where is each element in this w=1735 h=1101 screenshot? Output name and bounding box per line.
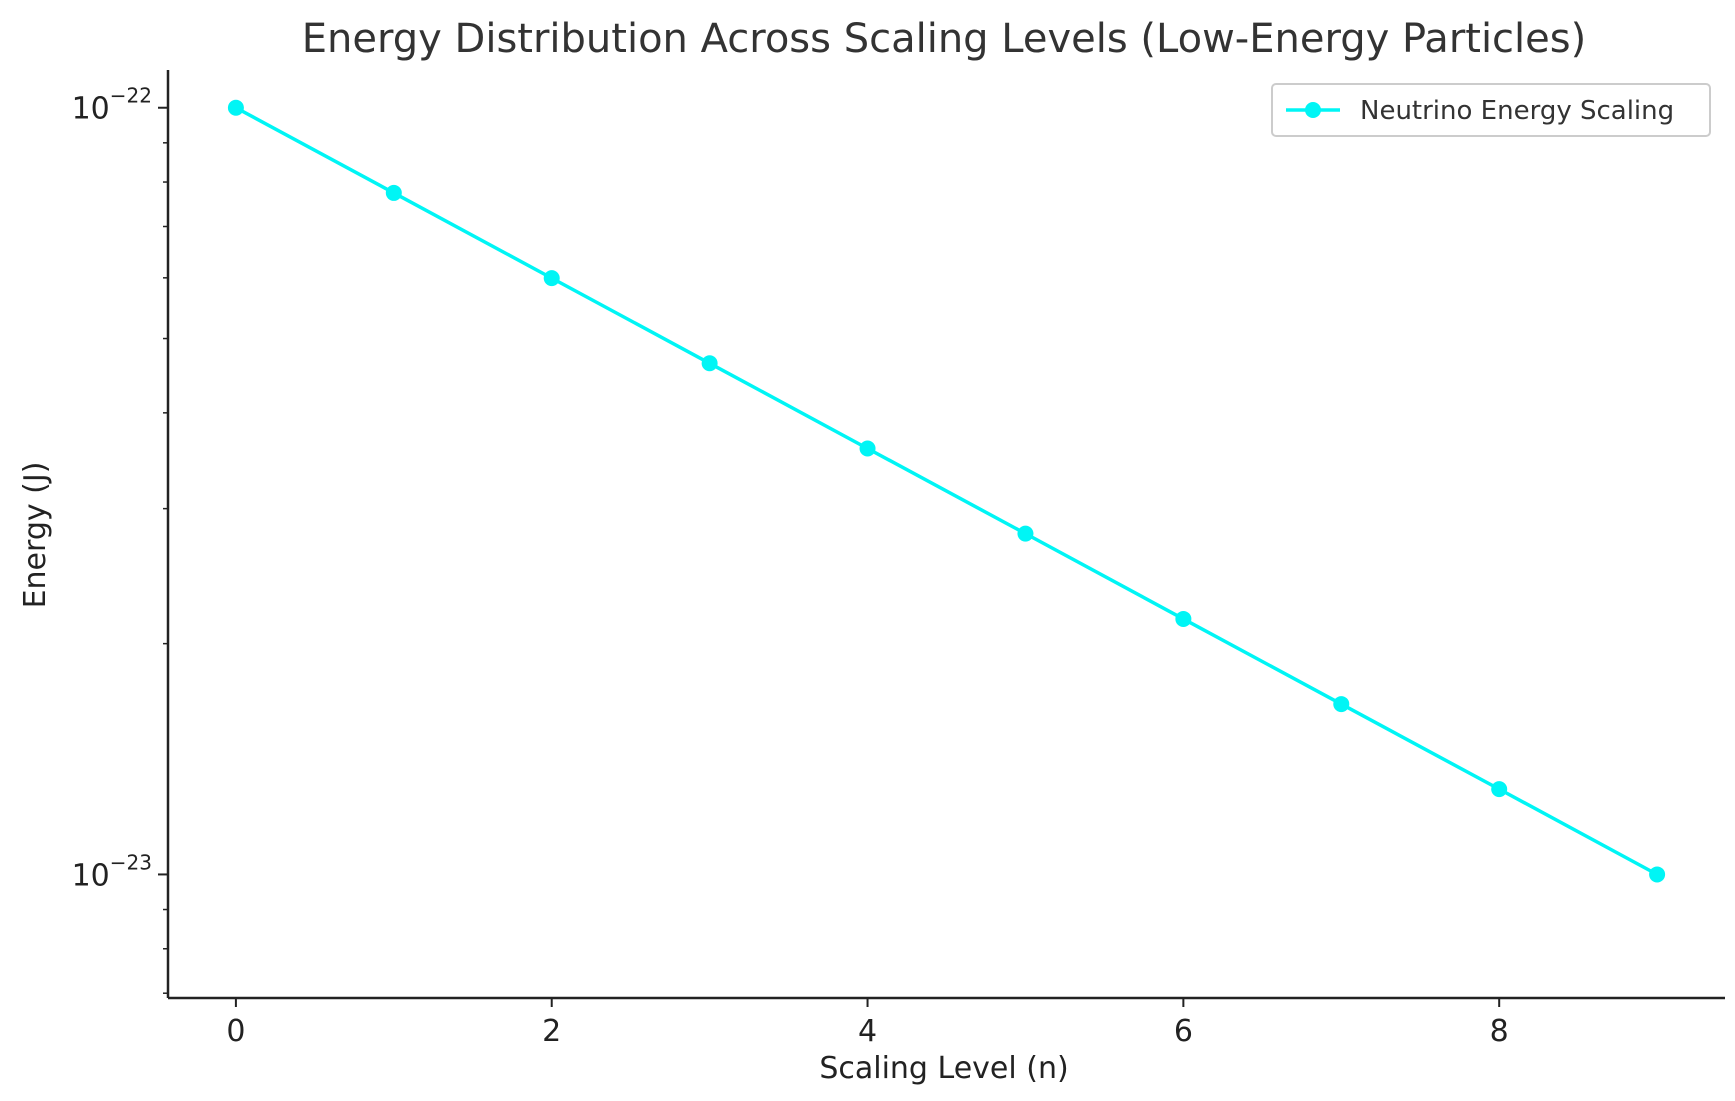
x-tick-label: 6	[1174, 1014, 1193, 1049]
x-tick-label: 8	[1490, 1014, 1509, 1049]
legend-marker-swatch	[1305, 102, 1321, 118]
x-tick-label: 2	[542, 1014, 561, 1049]
data-point	[1333, 696, 1350, 713]
legend-label: Neutrino Energy Scaling	[1360, 96, 1674, 126]
data-point	[1175, 610, 1192, 627]
x-tick-label: 0	[226, 1014, 245, 1049]
chart-title: Energy Distribution Across Scaling Level…	[302, 16, 1586, 62]
legend-box	[1271, 83, 1711, 137]
y-tick-label: 10−23	[72, 850, 152, 893]
y-axis-label: Energy (J)	[18, 462, 53, 609]
data-point	[385, 184, 402, 201]
series-line	[235, 106, 1658, 876]
data-point	[701, 355, 718, 372]
plot-area: 0 2 4 6 8 10−22 10−23 Neutrino Energy Scaling	[72, 70, 1725, 1049]
x-tick-label: 4	[858, 1014, 877, 1049]
x-axis-label: Scaling Level (n)	[819, 1051, 1068, 1086]
data-point	[543, 270, 560, 287]
y-tick-label: 10−22	[72, 84, 152, 127]
data-point	[1491, 781, 1508, 798]
data-point	[227, 99, 244, 116]
data-point	[859, 440, 876, 457]
data-point	[1649, 866, 1666, 883]
data-point	[1017, 525, 1034, 542]
legend: Neutrino Energy Scaling	[1271, 83, 1711, 137]
